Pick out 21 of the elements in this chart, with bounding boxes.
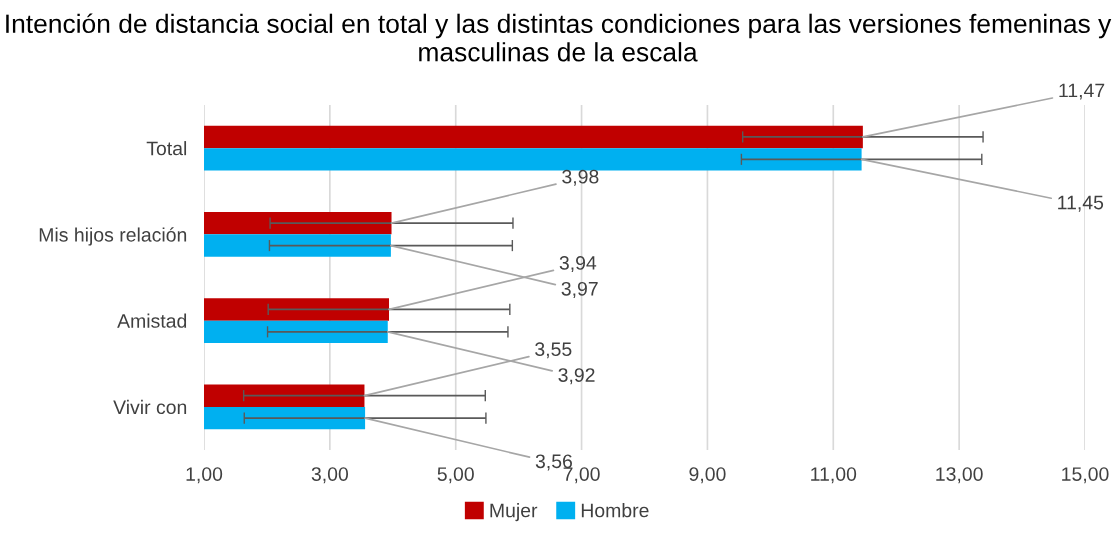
data-label: 3,98: [562, 169, 599, 186]
x-tick-label: 11,00: [811, 467, 857, 484]
data-label: 3,55: [535, 342, 572, 359]
data-label: 11,45: [1058, 195, 1104, 212]
y-tick-label: Amistad: [117, 313, 187, 328]
data-label: 3,94: [559, 256, 597, 273]
x-tick-label: 9,00: [689, 467, 726, 484]
chart-title: Intención de distancia social en total y las distintas condiciones para las versiones femeninas y masculinas de la escala: [6, 13, 1112, 62]
y-tick-label: Mis hijos relación: [39, 227, 187, 246]
data-label: 3,92: [558, 368, 595, 385]
y-tick-label: Vivir con: [113, 399, 187, 415]
x-tick-label: 15,00: [1062, 467, 1109, 484]
legend-label: Mujer: [490, 503, 538, 522]
x-tick-label: 1,00: [186, 467, 223, 484]
x-tick-label: 5,00: [437, 467, 474, 484]
y-tick-label: Total: [146, 141, 187, 156]
x-tick-label: 3,00: [311, 467, 349, 484]
legend-label: Hombre: [581, 503, 649, 518]
data-label: 3,97: [561, 281, 598, 298]
data-label: 11,47: [1059, 83, 1105, 100]
x-tick-label: 13,00: [936, 467, 983, 484]
